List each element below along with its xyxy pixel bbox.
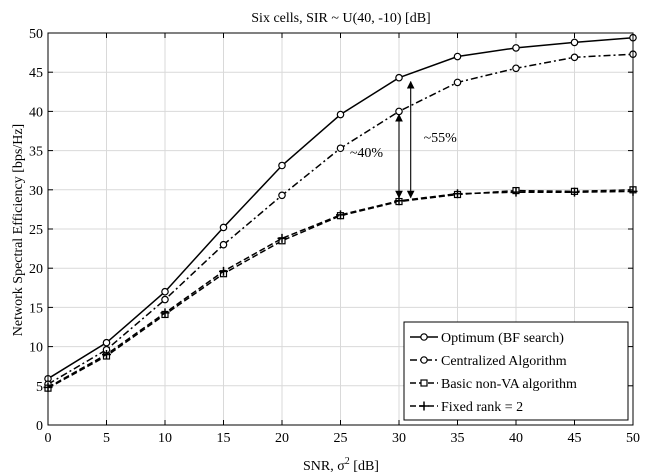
data-point: [219, 240, 228, 249]
legend-swatch-marker: [420, 333, 428, 341]
data-point: [278, 191, 286, 200]
x-axis-label: SNR, σ2 [dB]: [303, 456, 379, 474]
data-point: [219, 223, 228, 232]
x-tick-label: 50: [626, 431, 640, 446]
data-point: [336, 210, 345, 220]
x-tick-label: 25: [334, 431, 348, 446]
data-point: [512, 44, 520, 52]
x-tick-label: 20: [275, 431, 289, 446]
data-point: [277, 233, 287, 243]
chart-title: Six cells, SIR ~ U(40, -10) [dB]: [251, 11, 430, 26]
y-tick-label: 45: [29, 66, 43, 81]
legend-item: Optimum (BF search): [410, 331, 564, 346]
x-axis-label-main: SNR, σ: [303, 459, 345, 474]
data-point: [453, 52, 462, 61]
annotations: ~40% ~55%: [350, 80, 458, 199]
y-axis-label: Network Spectral Efficiency [bps/Hz]: [11, 124, 26, 336]
legend: Optimum (BF search) Centralized Algorithm…: [403, 321, 629, 421]
x-tick-label: 40: [509, 431, 523, 446]
annotation-label: ~40%: [350, 146, 384, 161]
legend-swatch-marker: [420, 379, 428, 387]
y-tick-label: 20: [29, 262, 43, 277]
data-point: [453, 189, 462, 199]
data-point: [161, 295, 169, 304]
data-point: [160, 308, 170, 318]
data-point: [394, 196, 404, 206]
y-tick-label: 10: [29, 341, 43, 356]
x-tick-label: 5: [103, 431, 110, 446]
y-tick-label: 40: [29, 105, 43, 120]
data-point: [511, 187, 521, 197]
legend-item: Centralized Algorithm: [410, 354, 567, 369]
data-point: [395, 107, 403, 116]
x-tick-label: 10: [158, 431, 172, 446]
y-tick-label: 15: [29, 301, 43, 316]
y-tick-label: 30: [29, 184, 43, 199]
data-point: [102, 338, 111, 347]
x-axis-label-sup: 2: [345, 456, 350, 467]
legend-label: Basic non-VA algorithm: [441, 377, 577, 392]
data-point: [219, 266, 228, 276]
legend-label: Fixed rank = 2: [441, 400, 523, 415]
x-tick-label: 0: [45, 431, 52, 446]
x-axis-label-unit: [dB]: [350, 459, 379, 474]
data-point: [570, 187, 579, 197]
series-2: [44, 50, 637, 389]
series-layer: [43, 33, 638, 392]
x-tick-label: 45: [568, 431, 582, 446]
data-point: [570, 53, 579, 62]
legend-label: Centralized Algorithm: [441, 354, 567, 369]
x-tick-label: 35: [451, 431, 465, 446]
y-tick-label: 0: [36, 419, 43, 434]
ticks: 0 5 10 15 20 25 30 35 40 45 50 0 5 10 15 20 25 30 35 40 45 50: [29, 27, 640, 446]
data-point: [336, 144, 345, 153]
data-point: [278, 161, 286, 170]
data-point: [570, 38, 579, 47]
y-tick-label: 35: [29, 145, 43, 160]
legend-box: [403, 321, 629, 421]
y-tick-label: 25: [29, 223, 43, 238]
data-point: [512, 64, 520, 73]
legend-label: Optimum (BF search): [441, 331, 564, 346]
legend-swatch-marker: [420, 356, 428, 364]
y-tick-label: 5: [36, 380, 43, 395]
legend-item: Fixed rank = 2: [410, 400, 523, 415]
x-tick-label: 30: [392, 431, 406, 446]
data-point: [102, 349, 111, 359]
x-tick-label: 15: [217, 431, 231, 446]
data-point: [453, 78, 462, 87]
y-tick-label: 50: [29, 27, 43, 42]
data-point: [336, 110, 345, 119]
data-point: [395, 73, 403, 82]
data-point: [161, 287, 169, 296]
annotation-label: ~55%: [424, 131, 458, 146]
legend-item: Basic non-VA algorithm: [410, 377, 577, 392]
legend-swatch-marker: [419, 401, 429, 411]
